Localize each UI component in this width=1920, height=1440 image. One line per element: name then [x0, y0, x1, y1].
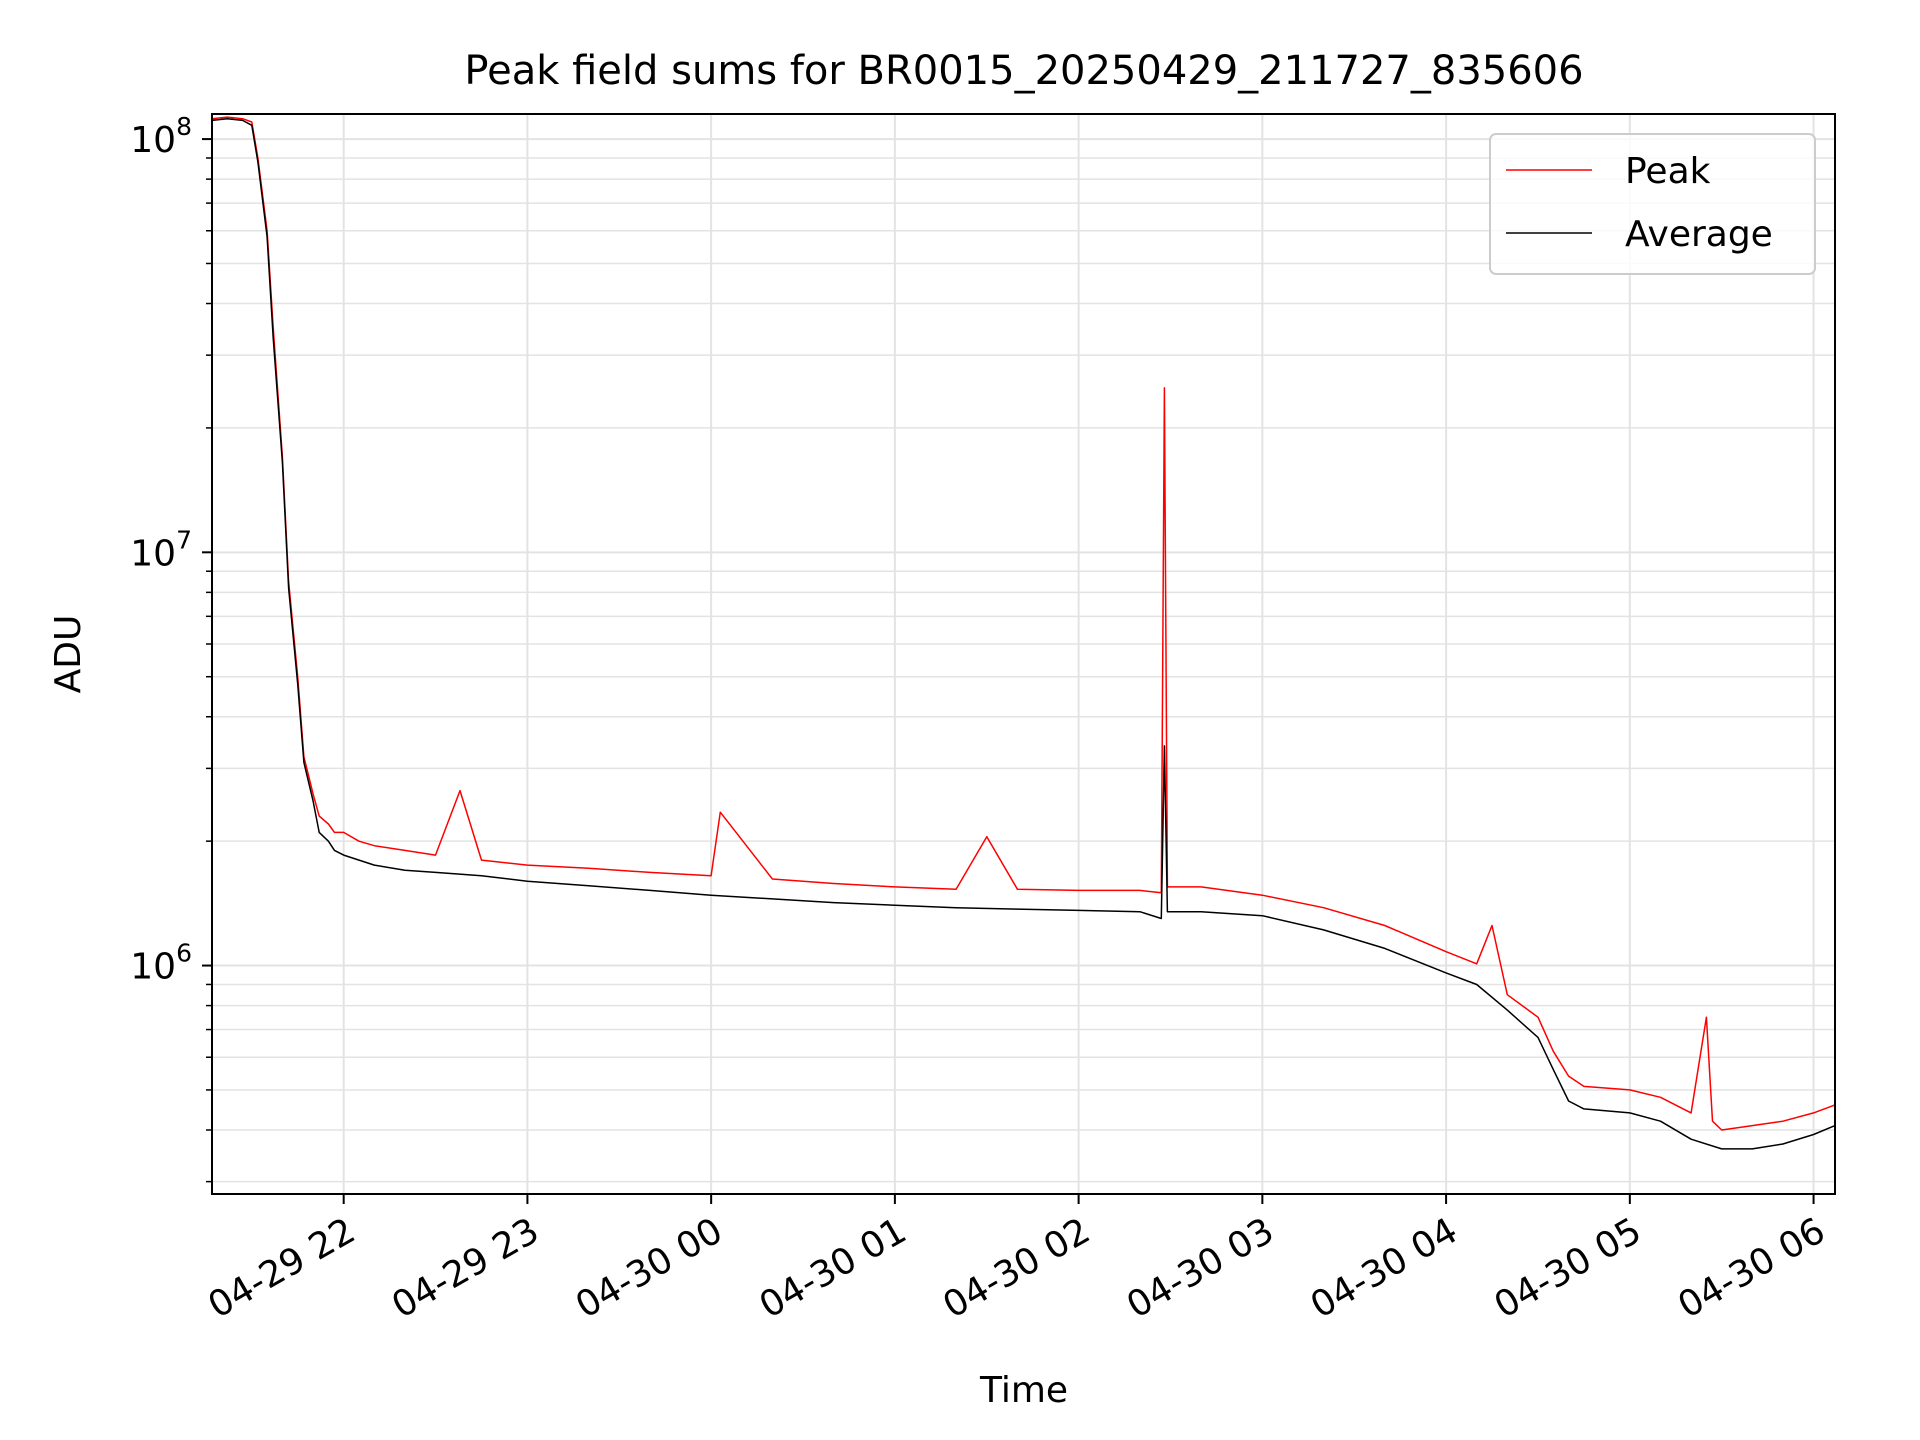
legend: Peak Average — [1489, 133, 1816, 275]
legend-label-average: Average — [1625, 214, 1773, 255]
legend-frame — [1489, 133, 1816, 275]
y-tick-label: 108 — [130, 112, 192, 161]
series-lines — [211, 116, 1836, 1150]
series-line-average — [211, 117, 1836, 1150]
plot-area-frame — [211, 113, 1836, 1195]
y-axis-label: ADU — [48, 615, 89, 694]
y-axis-ticks: 106 107 108 — [130, 112, 212, 1183]
y-tick-label: 107 — [130, 525, 192, 574]
x-axis-label: Time — [979, 1370, 1068, 1411]
chart-title: Peak field sums for BR0015_20250429_2117… — [464, 48, 1583, 94]
y-tick-label: 106 — [130, 939, 192, 988]
legend-label-peak: Peak — [1625, 151, 1711, 192]
